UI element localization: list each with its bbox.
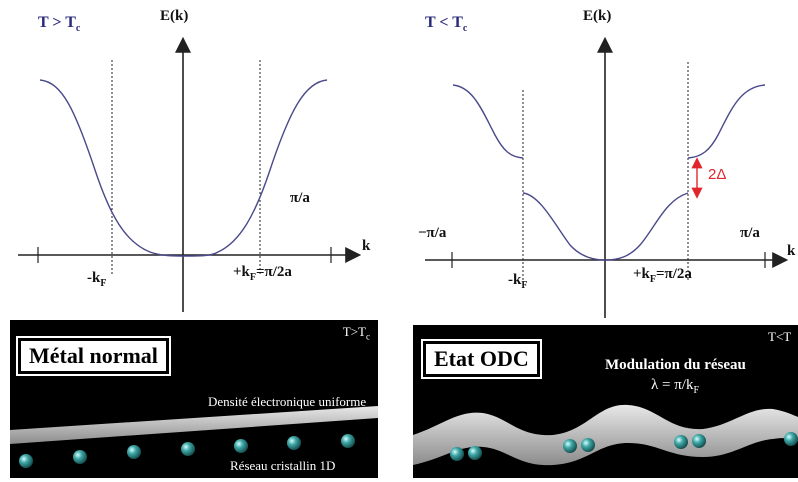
cdw-state-title: Etat ODC bbox=[421, 339, 542, 379]
right-energy-axis-label: E(k) bbox=[583, 8, 612, 24]
right-temperature-label: T < Tc bbox=[425, 14, 468, 35]
atom bbox=[581, 438, 595, 452]
wavelength-label: λ = π/kF bbox=[651, 377, 700, 396]
atom bbox=[674, 435, 688, 449]
left-k-label: k bbox=[362, 238, 371, 254]
right-neg-pi-a-label: −π/a bbox=[418, 225, 447, 241]
right-upper-band-left bbox=[452, 84, 524, 159]
left-neg-kf-label: -kF bbox=[87, 270, 107, 289]
lattice-label: Réseau cristallin 1D bbox=[230, 458, 336, 473]
cdw-state-temp: T<T bbox=[768, 329, 792, 344]
right-dispersion bbox=[425, 36, 789, 318]
atom bbox=[287, 436, 301, 450]
right-upper-band-right bbox=[687, 84, 766, 159]
cdw-illustration bbox=[413, 404, 798, 466]
gap-label: 2Δ bbox=[708, 166, 727, 183]
left-temperature-label: T > Tc bbox=[38, 14, 81, 35]
atom bbox=[127, 445, 141, 459]
atom bbox=[468, 446, 482, 460]
right-k-label: k bbox=[787, 243, 796, 259]
right-pi-a-label: π/a bbox=[740, 225, 760, 241]
left-band-curve bbox=[39, 79, 328, 257]
left-pi-a-label: π/a bbox=[290, 190, 310, 206]
atom bbox=[784, 432, 798, 446]
cdw-state-panel: Etat ODC T<T Modulation du réseau λ = π/… bbox=[413, 325, 798, 478]
right-lower-band bbox=[522, 192, 689, 261]
left-dispersion bbox=[18, 36, 362, 312]
density-label: Densité électronique uniforme bbox=[208, 394, 367, 409]
metal-normal-title: Métal normal bbox=[16, 336, 171, 376]
metal-normal-temp: T>Tc bbox=[342, 324, 370, 342]
atom bbox=[19, 454, 33, 468]
atom bbox=[234, 439, 248, 453]
atom bbox=[692, 434, 706, 448]
metal-normal-illustration bbox=[10, 406, 378, 468]
modulated-density-band bbox=[413, 404, 798, 466]
uniform-density-band bbox=[10, 406, 378, 444]
left-energy-axis-label: E(k) bbox=[160, 8, 189, 24]
atom bbox=[181, 442, 195, 456]
metal-normal-panel: Métal normal T>Tc Densité électronique u… bbox=[10, 320, 378, 478]
atom bbox=[450, 447, 464, 461]
right-neg-kf-label: -kF bbox=[508, 272, 528, 291]
atom bbox=[563, 439, 577, 453]
lattice-modulation-label: Modulation du réseau bbox=[605, 357, 746, 373]
atom bbox=[73, 450, 87, 464]
left-pos-kf-label: +kF=π/2a bbox=[233, 264, 292, 283]
right-pos-kf-label: +kF=π/2a bbox=[633, 266, 692, 285]
atom bbox=[341, 434, 355, 448]
